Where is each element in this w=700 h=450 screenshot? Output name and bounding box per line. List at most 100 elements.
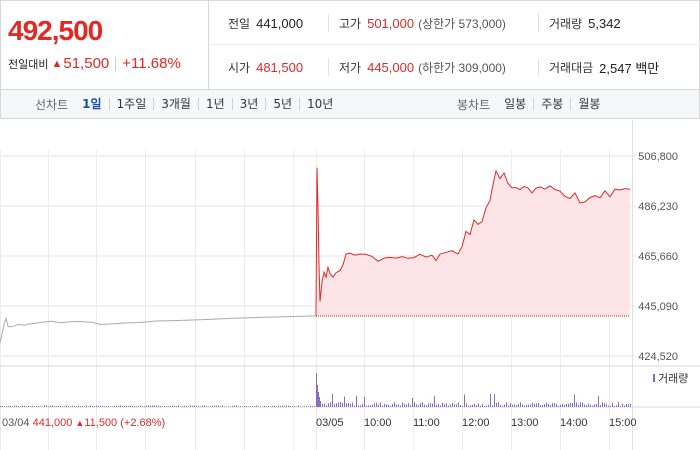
volume-bar — [50, 405, 51, 407]
volume-bar — [348, 402, 349, 407]
volume-bar — [16, 405, 17, 407]
volume-bar — [76, 406, 77, 407]
volume-bar — [317, 385, 318, 407]
volume-bar — [494, 394, 495, 407]
volume-bar — [540, 404, 541, 407]
tab-1d[interactable]: 1일 — [82, 97, 102, 111]
volume-bar — [118, 405, 119, 407]
tab-3m[interactable]: 3개월 — [153, 98, 198, 110]
volume-bar — [290, 405, 291, 407]
x-tick-label: 15:00 — [609, 417, 637, 429]
volume-bar — [132, 405, 133, 407]
volume-bar — [96, 405, 97, 407]
volume-bar — [426, 405, 427, 407]
volume-bar — [484, 405, 485, 407]
volume-bar — [80, 406, 81, 407]
volume-bar — [94, 406, 95, 407]
volume-bar — [380, 402, 381, 407]
x-tick-label: 13:00 — [511, 417, 539, 429]
stat-value: 5,342 — [588, 15, 621, 31]
volume-bar — [86, 405, 87, 407]
volume-bar — [322, 403, 323, 407]
volume-bar — [440, 405, 441, 407]
volume-bar — [362, 403, 363, 407]
volume-bar — [196, 405, 197, 407]
prev-day-change-percent: (+2.68%) — [120, 417, 165, 429]
volume-bar — [584, 404, 585, 407]
current-price: 492,500 — [8, 15, 103, 46]
tab-10y[interactable]: 10년 — [299, 98, 340, 110]
volume-bar — [376, 402, 377, 407]
candle-chart-tabs: 봉차트 일봉 주봉 월봉 — [457, 90, 607, 118]
chart-lines — [0, 167, 631, 343]
x-tick-label: 12:00 — [462, 417, 490, 429]
volume-bar — [260, 406, 261, 407]
tab-5y[interactable]: 5년 — [265, 98, 299, 110]
volume-bar — [148, 405, 149, 407]
tab-3y[interactable]: 3년 — [231, 98, 266, 110]
volume-bar — [170, 406, 171, 407]
y-tick-label: 445,090 — [638, 301, 678, 313]
volume-bar — [394, 402, 395, 407]
volume-bar — [204, 405, 205, 407]
volume-bar — [198, 405, 199, 407]
volume-bar — [188, 406, 189, 407]
volume-bar — [414, 402, 415, 407]
tab-weekly[interactable]: 주봉 — [533, 98, 570, 110]
volume-bar — [108, 405, 109, 407]
prev-day-line — [0, 315, 317, 343]
volume-bar — [152, 405, 153, 407]
volume-bar — [358, 405, 359, 407]
x-tick-label: 03/05 — [316, 417, 344, 429]
stat-value: 445,000 — [367, 59, 415, 75]
volume-bar — [274, 406, 275, 407]
stat-value: 441,000 — [256, 15, 304, 31]
volume-bar — [300, 406, 301, 407]
tab-1y[interactable]: 1년 — [197, 98, 232, 110]
volume-bar — [314, 406, 315, 407]
volume-bar — [368, 405, 369, 407]
volume-bar — [436, 404, 437, 407]
volume-bar — [68, 405, 69, 407]
tab-monthly[interactable]: 월봉 — [570, 98, 607, 110]
volume-bar — [570, 402, 571, 407]
volume-bar — [608, 405, 609, 407]
tab-1w[interactable]: 1주일 — [108, 98, 154, 110]
volume-bar — [372, 404, 373, 407]
volume-bar — [498, 402, 499, 407]
volume-bar — [184, 405, 185, 407]
volume-bar — [456, 404, 457, 407]
tab-daily[interactable]: 일봉 — [504, 97, 527, 111]
prev-day-summary: 03/04 441,000 ▲11,500 (+2.68%) — [2, 417, 165, 429]
volume-bar — [232, 405, 233, 407]
volume-bar — [92, 405, 93, 407]
volume-bar — [20, 406, 21, 407]
volume-bar — [572, 403, 573, 407]
volume-bar — [214, 405, 215, 407]
y-tick-label: 465,660 — [638, 251, 678, 263]
prev-day-label: 03/04 — [2, 417, 33, 429]
volume-bar — [142, 406, 143, 407]
volume-bar — [406, 404, 407, 407]
candle-chart-label: 봉차트 — [457, 97, 491, 112]
volume-bar — [560, 404, 561, 407]
volume-bar — [150, 405, 151, 407]
volume-bar — [164, 406, 165, 407]
volume-bar — [546, 402, 547, 407]
volume-bar — [364, 396, 365, 407]
stat-label: 시가 — [228, 60, 251, 75]
volume-bar — [610, 405, 611, 407]
volume-bar — [8, 405, 9, 407]
volume-bar — [130, 405, 131, 407]
volume-bar — [340, 402, 341, 407]
volume-bar — [98, 406, 99, 407]
volume-bar — [614, 405, 615, 407]
stat-turnover: 거래대금 2,547 백만 — [538, 58, 659, 76]
volume-bar — [74, 406, 75, 407]
volume-bar — [106, 406, 107, 407]
volume-bar — [410, 405, 411, 407]
volume-bar — [454, 404, 455, 407]
volume-bar — [490, 394, 491, 407]
volume-bar — [618, 402, 619, 407]
